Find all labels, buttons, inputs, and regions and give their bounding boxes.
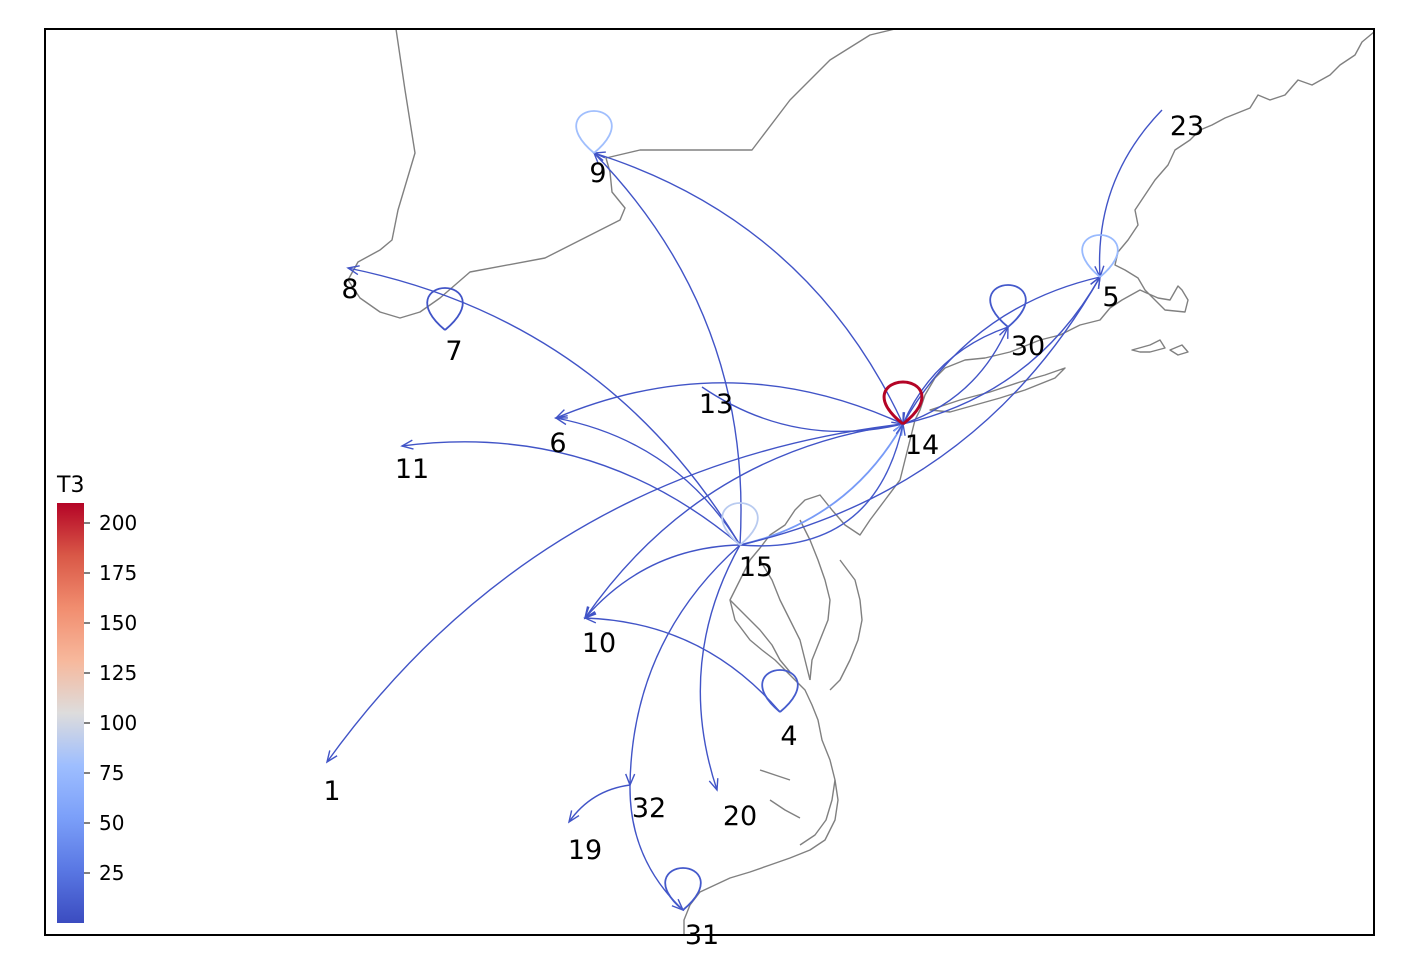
node-label-10: 10 [582, 628, 616, 659]
arrowhead-15-to-8 [346, 265, 360, 276]
edge-14-to-10 [584, 423, 904, 619]
edge-14-to-6 [555, 382, 904, 425]
arrowhead-32-to-19 [567, 810, 580, 824]
node-label-20: 20 [723, 801, 757, 832]
node-label-6: 6 [549, 428, 566, 459]
node-label-4: 4 [780, 721, 797, 752]
edge-14-to-1 [326, 423, 904, 763]
delmarva [829, 559, 863, 691]
edge-15-to-14 [739, 423, 904, 547]
self-loop-5 [1081, 234, 1119, 278]
self-loop-9 [575, 110, 613, 154]
edge-30-to-14 [902, 326, 1009, 425]
colorbar-tick-label-150: 150 [99, 611, 137, 635]
canada-border-west [347, 29, 896, 319]
node-label-15: 15 [739, 552, 773, 583]
edge-15-to-11 [401, 441, 741, 546]
colorbar-tick-label-175: 175 [99, 561, 137, 585]
chesapeake-west [729, 559, 811, 681]
arrowhead-15-to-6 [554, 414, 568, 426]
edge-13-to-14 [701, 386, 904, 433]
node-label-1: 1 [323, 776, 340, 807]
arrowhead-4-to-10 [583, 613, 597, 624]
node-label-30: 30 [1011, 331, 1045, 362]
edge-32-to-19 [568, 784, 631, 823]
self-loop-30 [989, 284, 1027, 328]
colorbar-tick-label-200: 200 [99, 511, 137, 535]
colorbar-tick-label-100: 100 [99, 711, 137, 735]
edge-15-to-20 [699, 544, 741, 791]
outer-banks [759, 769, 836, 846]
colorbar-gradient [57, 503, 84, 923]
edge-23-to-5 [1098, 109, 1163, 278]
node-label-23: 23 [1170, 111, 1204, 142]
edge-15-to-8 [347, 267, 741, 546]
node-label-11: 11 [395, 454, 429, 485]
node-label-14: 14 [905, 430, 939, 461]
nj-coast [683, 419, 916, 935]
colorbar-tick-label-25: 25 [99, 861, 124, 885]
colorbar-tick-label-75: 75 [99, 761, 124, 785]
colorbar-ticks: 25 50 75 100 125 150 175 200 [84, 511, 137, 885]
chesapeake-east [799, 519, 831, 681]
islands-ma [1169, 344, 1189, 356]
edge-14-to-9 [593, 152, 904, 425]
node-label-32: 32 [632, 793, 666, 824]
colorbar: T3 25 50 75 100 125 150 175 200 [56, 473, 137, 923]
self-loop-31 [664, 867, 702, 911]
self-loop-15 [721, 502, 759, 546]
arrowhead-15-to-20 [708, 778, 719, 792]
edges-layer [325, 109, 1163, 912]
edge-15-to-10 [584, 544, 741, 619]
edge-14-to-5 [902, 276, 1101, 425]
edge-15-to-9 [593, 152, 742, 546]
self-loop-7 [426, 287, 464, 331]
edge-15-to-5 [739, 276, 1101, 546]
node-label-7: 7 [445, 336, 462, 367]
arrowhead-15-to-11 [400, 439, 414, 450]
arrowhead-14-to-1 [325, 750, 338, 764]
self-loop-4 [761, 669, 799, 713]
maine-coast [914, 31, 1374, 421]
colorbar-title: T3 [56, 473, 84, 498]
node-label-19: 19 [568, 835, 602, 866]
node-label-13: 13 [699, 389, 733, 420]
edge-5-to-14 [902, 276, 1101, 425]
edge-4-to-10 [584, 617, 781, 713]
node-label-8: 8 [341, 274, 358, 305]
map-frame [44, 28, 1375, 936]
cape-cod [1131, 339, 1166, 353]
node-label-31: 31 [685, 920, 719, 951]
colorbar-tick-label-125: 125 [99, 661, 137, 685]
coastline-layer [347, 29, 1374, 935]
edge-14-to-30 [902, 326, 1009, 425]
self-loop-14 [882, 380, 924, 426]
self-loops-layer [426, 110, 1119, 911]
node-label-9: 9 [589, 158, 606, 189]
node-label-5: 5 [1102, 282, 1119, 313]
edge-15-to-32 [629, 544, 741, 786]
colorbar-tick-label-50: 50 [99, 811, 124, 835]
long-island [929, 367, 1066, 413]
